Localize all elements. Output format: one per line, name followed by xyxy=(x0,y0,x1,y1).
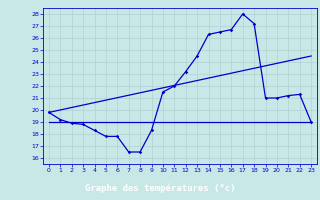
Text: Graphe des températures (°c): Graphe des températures (°c) xyxy=(85,184,235,193)
